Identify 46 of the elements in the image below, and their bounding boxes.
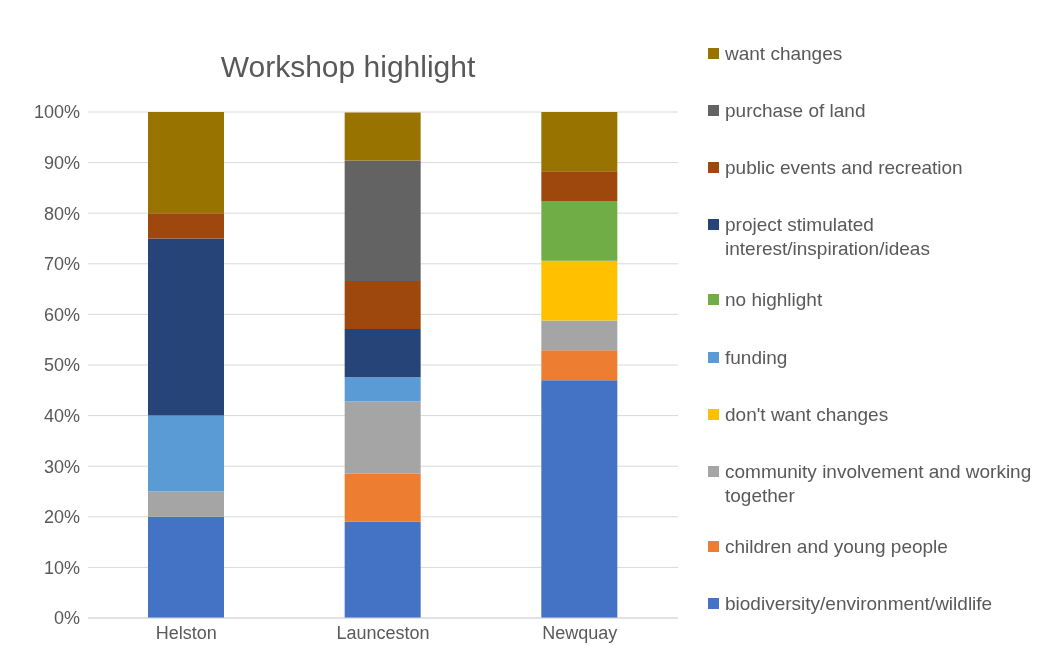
y-tick-label: 80% [43,203,80,224]
bar [344,329,421,378]
bar [344,377,421,402]
y-tick-label: 40% [43,405,80,426]
chart-title: Workshop highlight [219,50,477,84]
legend-label: funding [725,345,788,370]
y-tick-label: 50% [43,355,80,376]
bar [344,160,421,281]
bar [344,112,421,161]
bar [541,380,618,618]
y-tick-label: 70% [43,254,80,275]
bar [541,171,618,202]
bar [541,320,618,351]
bar [541,260,618,321]
y-tick-label: 10% [43,557,80,578]
y-tick-label: 60% [43,304,80,325]
legend-label: want changes [725,42,843,66]
bar [344,281,421,330]
legend-label: project stimulated interest/inspiration/ideas [725,213,931,262]
legend-label: children and young people [725,534,948,559]
bar [148,415,224,492]
x-tick-label: Helston [155,622,217,643]
bar [148,516,224,618]
legend-label: public events and recreation [725,156,963,181]
y-tick-label: 0% [53,608,80,629]
bar [148,491,224,517]
bar [541,350,618,381]
legend-label: purchase of land [725,99,866,124]
legend-label: don't want changes [725,402,889,427]
legend-label: no highlight [725,288,823,313]
legend-label: biodiversity/environment/wildlife [725,592,993,616]
bar [148,213,224,239]
bar [541,201,618,261]
bar [344,401,421,474]
bar [541,112,618,172]
legend-label: community involvement and working together [725,459,1033,508]
bar [344,473,421,522]
bar [148,112,224,214]
y-tick-label: 20% [43,507,80,528]
bar [148,238,224,416]
x-tick-label: Launceston [336,622,430,643]
x-tick-label: Newquay [542,622,618,643]
bar [344,521,421,618]
y-tick-label: 30% [43,456,80,477]
y-tick-label: 90% [43,152,80,173]
y-tick-label: 100% [33,102,80,123]
